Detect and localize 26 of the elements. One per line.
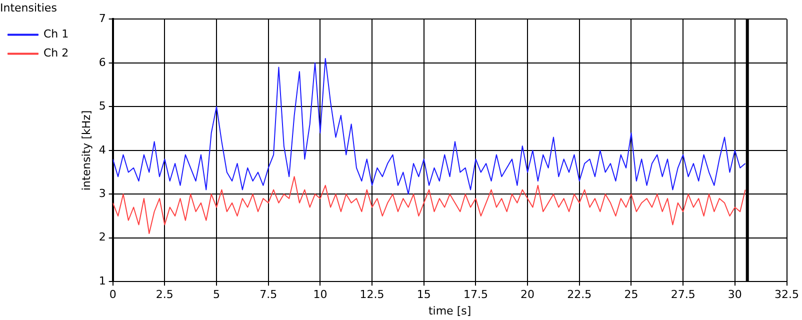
legend-label: Ch 2 xyxy=(44,46,69,60)
y-tick-label: 4 xyxy=(98,143,106,156)
x-tick-label: 25 xyxy=(624,288,638,302)
x-tick-label: 5 xyxy=(213,288,220,302)
y-tick-label: 3 xyxy=(98,186,106,200)
x-tick-label: 15 xyxy=(416,288,431,302)
chart-title: Intensities xyxy=(0,1,58,14)
x-tick-label: 27.5 xyxy=(670,288,696,302)
x-tick-label: 32.5 xyxy=(774,288,800,302)
x-tick-label: 17.5 xyxy=(463,288,488,302)
y-tick-label: 1 xyxy=(98,274,106,288)
y-axis-title: intensity [kHz] xyxy=(80,110,94,190)
y-tick-label: 2 xyxy=(98,230,106,244)
y-tick-label: 6 xyxy=(98,56,106,69)
x-axis-title: time [s] xyxy=(428,304,472,318)
x-tick-label: 12.5 xyxy=(360,288,384,302)
x-tick-label: 20 xyxy=(520,288,535,302)
y-tick-label: 7 xyxy=(98,12,106,26)
x-tick-label: 2.5 xyxy=(156,288,174,302)
x-tick-label: 30 xyxy=(728,288,742,302)
y-tick-label: 5 xyxy=(98,100,106,113)
x-tick-label: 7.5 xyxy=(260,288,278,302)
x-tick-label: 22.5 xyxy=(567,288,592,302)
x-tick-label: 0 xyxy=(109,288,116,302)
legend-label: Ch 1 xyxy=(44,28,69,41)
x-tick-label: 10 xyxy=(313,288,328,302)
